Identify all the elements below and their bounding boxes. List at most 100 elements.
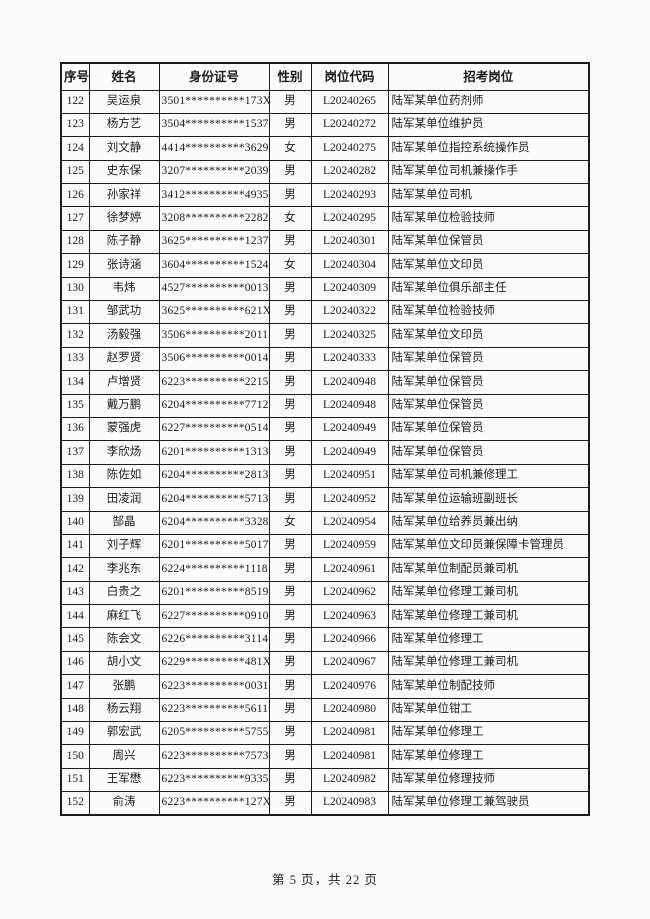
position-cell: 陆军某单位司机: [387, 183, 590, 208]
id-number-cell: 6223**********7573: [158, 744, 270, 769]
id-number-cell: 6205**********5755: [158, 721, 270, 746]
gender-cell: 女: [268, 253, 312, 278]
row-index-cell: 144: [60, 604, 90, 629]
gender-cell: 男: [268, 697, 312, 723]
position-cell: 陆军某单位修理技师: [387, 767, 590, 793]
position-cell: 陆军某单位司机兼修理工: [387, 463, 590, 489]
gender-cell: 男: [268, 416, 312, 442]
row-index-cell: 146: [60, 650, 90, 676]
row-index-cell: 133: [60, 346, 90, 372]
row-index-cell: 152: [60, 791, 90, 816]
table-row: 132 汤毅强 3506**********2011 男 L20240325 陆军某单位文…: [60, 323, 590, 348]
job-code-cell: L20240309: [310, 276, 389, 302]
id-number-cell: 6227**********0910: [158, 604, 270, 629]
id-number-cell: 6223**********127X: [158, 791, 270, 816]
job-code-cell: L20240293: [310, 183, 389, 208]
job-code-cell: L20240322: [310, 300, 389, 325]
id-number-cell: 6201**********1313: [158, 440, 270, 465]
row-index-cell: 122: [60, 89, 90, 114]
name-cell: 王军懋: [88, 767, 160, 793]
column-header-gender: 性别: [268, 62, 312, 91]
gender-cell: 男: [268, 744, 312, 769]
row-index-cell: 134: [60, 370, 90, 395]
position-cell: 陆军某单位维护员: [387, 112, 590, 138]
job-code-cell: L20240981: [310, 721, 389, 746]
row-index-cell: 132: [60, 323, 90, 348]
name-cell: 胡小文: [88, 650, 160, 676]
gender-cell: 男: [268, 346, 312, 372]
gender-cell: 男: [268, 721, 312, 746]
position-cell: 陆军某单位制配技师: [387, 674, 590, 699]
table-row: 126 孙家祥 3412**********4935 男 L20240293 陆军某单位司…: [60, 183, 590, 208]
name-cell: 李欣炀: [88, 440, 160, 465]
position-cell: 陆军某单位检验技师: [387, 300, 590, 325]
row-index-cell: 128: [60, 229, 90, 255]
name-cell: 郭宏武: [88, 721, 160, 746]
job-code-cell: L20240954: [310, 510, 389, 535]
name-cell: 孙家祥: [88, 183, 160, 208]
row-index-cell: 127: [60, 206, 90, 231]
id-number-cell: 3207**********2039: [158, 159, 270, 185]
position-cell: 陆军某单位指控系统操作员: [387, 136, 590, 161]
name-cell: 田凌润: [88, 487, 160, 512]
name-cell: 陈佐如: [88, 463, 160, 489]
gender-cell: 男: [268, 393, 312, 418]
table-row: 148 杨云翔 6223**********5611 男 L20240980 陆军某单位钳…: [60, 697, 590, 723]
name-cell: 白贵之: [88, 580, 160, 606]
id-number-cell: 6223**********5611: [158, 697, 270, 723]
row-index-cell: 138: [60, 463, 90, 489]
row-index-cell: 140: [60, 510, 90, 535]
row-index-cell: 142: [60, 557, 90, 582]
table-row: 147 张鹏 6223**********0031 男 L20240976 陆军某单位制配…: [60, 674, 590, 699]
name-cell: 刘子辉: [88, 533, 160, 559]
job-code-cell: L20240963: [310, 604, 389, 629]
id-number-cell: 6201**********5017: [158, 533, 270, 559]
name-cell: 戴万鹏: [88, 393, 160, 418]
gender-cell: 男: [268, 557, 312, 582]
table-row: 151 王军懋 6223**********9335 男 L20240982 陆军某单位修…: [60, 767, 590, 793]
name-cell: 吴运泉: [88, 89, 160, 114]
row-index-cell: 150: [60, 744, 90, 769]
job-code-cell: L20240272: [310, 112, 389, 138]
row-index-cell: 149: [60, 721, 90, 746]
row-index-cell: 130: [60, 276, 90, 302]
name-cell: 张诗涵: [88, 253, 160, 278]
job-code-cell: L20240981: [310, 744, 389, 769]
name-cell: 韦炜: [88, 276, 160, 302]
id-number-cell: 3625**********621X: [158, 300, 270, 325]
column-header-job-code: 岗位代码: [310, 62, 389, 91]
position-cell: 陆军某单位保管员: [387, 346, 590, 372]
row-index-cell: 131: [60, 300, 90, 325]
name-cell: 郜晶: [88, 510, 160, 535]
name-cell: 陈子静: [88, 229, 160, 255]
gender-cell: 男: [268, 183, 312, 208]
table-row: 143 白贵之 6201**********8519 男 L20240962 陆军某单位修…: [60, 580, 590, 606]
table-row: 139 田凌润 6204**********5713 男 L20240952 陆军某单位运…: [60, 487, 590, 512]
job-code-cell: L20240966: [310, 627, 389, 652]
table-row: 134 卢增贤 6223**********2215 男 L20240948 陆军某单位保…: [60, 370, 590, 395]
column-header-name: 姓名: [88, 62, 160, 91]
row-index-cell: 125: [60, 159, 90, 185]
name-cell: 史东保: [88, 159, 160, 185]
position-cell: 陆军某单位保管员: [387, 393, 590, 418]
table-row: 135 戴万鹏 6204**********7712 男 L20240948 陆军某单位保…: [60, 393, 590, 418]
table-row: 130 韦炜 4527**********0013 男 L20240309 陆军某单位俱乐…: [60, 276, 590, 302]
position-cell: 陆军某单位药剂师: [387, 89, 590, 114]
name-cell: 卢增贤: [88, 370, 160, 395]
gender-cell: 女: [268, 510, 312, 535]
job-code-cell: L20240275: [310, 136, 389, 161]
gender-cell: 男: [268, 159, 312, 185]
job-code-cell: L20240949: [310, 440, 389, 465]
gender-cell: 男: [268, 650, 312, 676]
job-code-cell: L20240951: [310, 463, 389, 489]
table-row: 146 胡小文 6229**********481X 男 L20240967 陆军某单位修…: [60, 650, 590, 676]
position-cell: 陆军某单位修理工: [387, 744, 590, 769]
row-index-cell: 147: [60, 674, 90, 699]
column-header-position: 招考岗位: [387, 62, 590, 91]
id-number-cell: 6204**********5713: [158, 487, 270, 512]
table-row: 124 刘文静 4414**********3629 女 L20240275 陆军某单位指…: [60, 136, 590, 161]
position-cell: 陆军某单位文印员: [387, 323, 590, 348]
name-cell: 张鹏: [88, 674, 160, 699]
job-code-cell: L20240949: [310, 416, 389, 442]
gender-cell: 男: [268, 440, 312, 465]
